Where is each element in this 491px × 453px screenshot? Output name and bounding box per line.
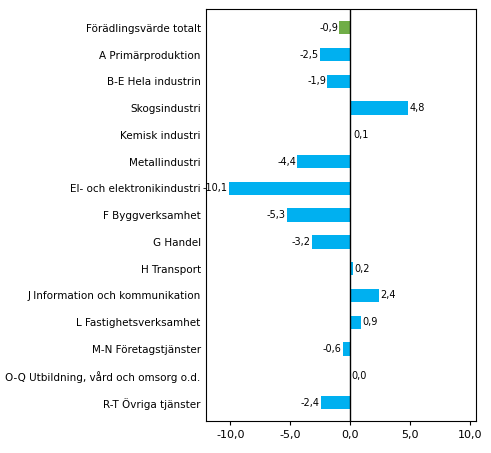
Bar	[312, 235, 350, 249]
Text: 0,9: 0,9	[362, 317, 378, 327]
Text: -3,2: -3,2	[291, 237, 310, 247]
Bar	[339, 21, 350, 34]
Bar	[350, 289, 379, 302]
Bar	[320, 48, 350, 61]
Bar	[350, 128, 352, 141]
Text: 4,8: 4,8	[409, 103, 425, 113]
Bar	[287, 208, 350, 222]
Bar	[298, 155, 350, 169]
Text: -5,3: -5,3	[266, 210, 285, 220]
Bar	[343, 342, 350, 356]
Bar	[229, 182, 350, 195]
Text: 0,1: 0,1	[353, 130, 368, 140]
Text: -4,4: -4,4	[277, 157, 296, 167]
Bar	[350, 316, 361, 329]
Bar	[322, 396, 350, 409]
Bar	[350, 101, 408, 115]
Bar	[350, 262, 353, 275]
Text: -2,4: -2,4	[301, 398, 320, 408]
Bar	[327, 75, 350, 88]
Text: -0,9: -0,9	[319, 23, 338, 33]
Text: 2,4: 2,4	[381, 290, 396, 300]
Text: 0,0: 0,0	[352, 371, 367, 381]
Text: -10,1: -10,1	[203, 183, 228, 193]
Text: -2,5: -2,5	[300, 49, 319, 59]
Text: 0,2: 0,2	[354, 264, 370, 274]
Text: -1,9: -1,9	[307, 77, 326, 87]
Text: -0,6: -0,6	[323, 344, 342, 354]
